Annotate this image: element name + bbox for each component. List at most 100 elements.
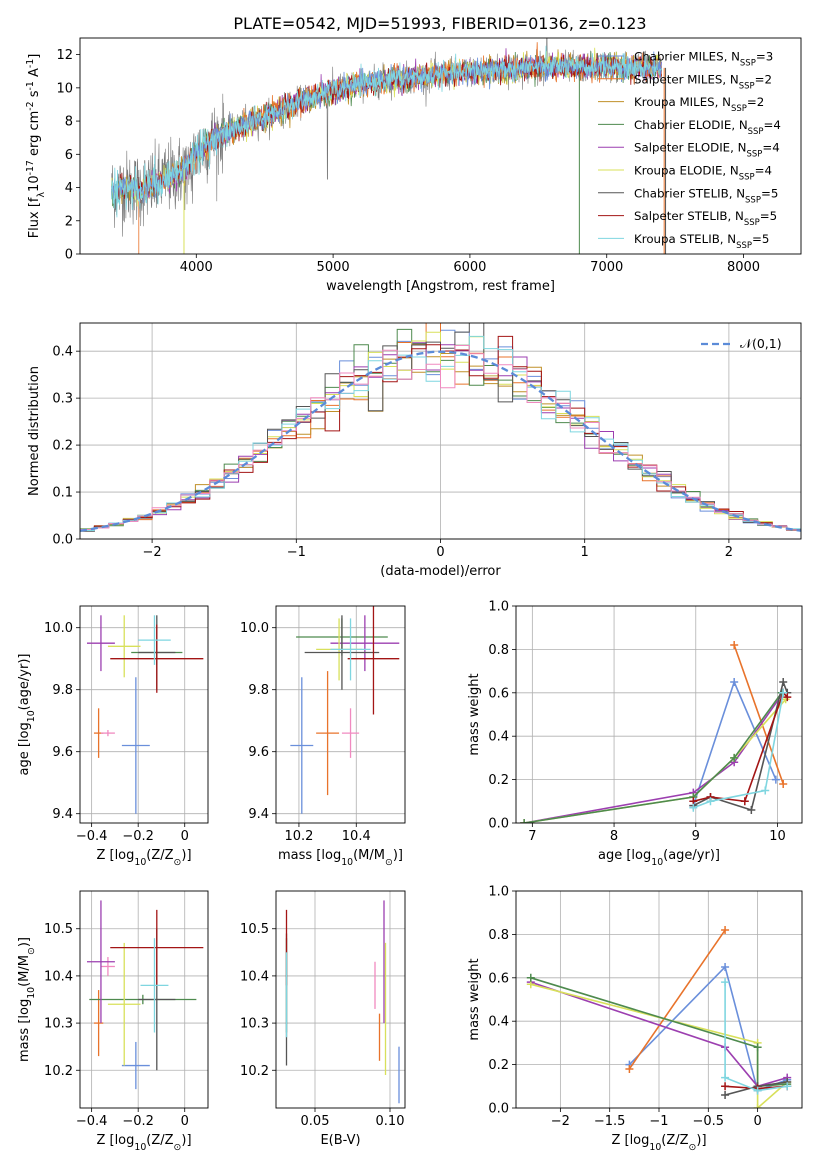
y-tick-label: 0.0 xyxy=(488,817,509,832)
weight-point-marker xyxy=(747,805,756,814)
weight-series-line xyxy=(530,977,788,1088)
spectrum-model-line xyxy=(111,45,662,218)
x-tick-label: −0.4 xyxy=(76,1114,108,1129)
legend-label: Salpeter ELODIE, NSSP=4 xyxy=(634,141,780,160)
y-tick-label: 0.2 xyxy=(488,773,509,788)
legend-label: Kroupa STELIB, NSSP=5 xyxy=(634,232,769,251)
axes-frame xyxy=(515,890,803,1109)
plot-area xyxy=(80,323,801,532)
weight-point-marker xyxy=(721,978,730,987)
weight-point-marker xyxy=(520,819,529,823)
weight-point-marker xyxy=(783,1082,792,1091)
weight-series-line xyxy=(693,692,784,809)
x-axis-label: (data-model)/error xyxy=(380,564,501,579)
weight-point-marker xyxy=(730,753,739,762)
x-tick-label: 8 xyxy=(610,829,618,844)
x-tick-label: 10.2 xyxy=(284,829,313,844)
legend-label: Salpeter MILES, NSSP=2 xyxy=(634,72,772,91)
y-tick-label: 8 xyxy=(65,115,73,130)
y-axis-label: mass weight xyxy=(467,673,482,755)
weight-point-marker xyxy=(761,786,770,795)
residual-histogram xyxy=(80,335,801,531)
x-axis-label: wavelength [Angstrom, rest frame] xyxy=(326,279,555,294)
weight-point-marker xyxy=(721,1090,730,1099)
weight-point-marker xyxy=(526,973,535,982)
x-tick-label: −0.5 xyxy=(693,1114,725,1129)
weight-point-marker xyxy=(753,1104,762,1108)
y-tick-label: 10.2 xyxy=(44,1064,73,1079)
x-tick-label: −1.5 xyxy=(594,1114,626,1129)
y-tick-label: 10.2 xyxy=(240,1064,269,1079)
weight-point-marker xyxy=(779,677,788,686)
weight-point-marker xyxy=(783,693,792,702)
legend-label: Kroupa MILES, NSSP=2 xyxy=(634,95,764,114)
x-tick-label: 0.05 xyxy=(301,1114,330,1129)
x-axis-label: Z [log10(Z/Z⊙)] xyxy=(611,1133,706,1153)
legend-label: Salpeter STELIB, NSSP=5 xyxy=(634,209,777,228)
y-tick-label: 0.0 xyxy=(52,533,73,548)
x-axis-label: Z [log10(Z/Z⊙)] xyxy=(96,848,191,868)
weight-series-line xyxy=(733,644,784,785)
weight-point-marker xyxy=(779,779,788,788)
weight-point-marker xyxy=(740,797,749,806)
spectrum-legend: Chabrier MILES, NSSP=3 Salpeter MILES, NS… xyxy=(598,50,781,251)
panel-age-vs-Z: −0.4 −0.2 0 9.4 9.6 9.8 10.0 Z [log10(Z/Z⊙)] age… xyxy=(17,605,209,868)
weight-series-line xyxy=(530,981,788,1088)
x-tick-label: 0 xyxy=(436,545,444,560)
x-axis-label: E(B-V) xyxy=(320,1133,360,1148)
y-tick-label: 0.3 xyxy=(52,392,73,407)
x-tick-label: 7000 xyxy=(590,260,623,275)
x-tick-label: 0 xyxy=(753,1114,761,1129)
x-tick-label: 8000 xyxy=(727,260,760,275)
y-tick-label: 0 xyxy=(65,248,73,263)
y-tick-label: 1.0 xyxy=(488,600,509,615)
axes-frame xyxy=(515,605,803,824)
legend-label: Chabrier ELODIE, NSSP=4 xyxy=(634,118,781,137)
y-tick-label: 0.8 xyxy=(488,928,509,943)
y-axis-label: Normed distribution xyxy=(27,366,42,496)
y-tick-label: 2 xyxy=(65,214,73,229)
x-tick-label: −2 xyxy=(143,545,162,560)
y-tick-label: 9.8 xyxy=(248,683,269,698)
panel-age-vs-mass: 10.2 10.4 9.4 9.6 9.8 10.0 mass [log10(M/M⊙)] xyxy=(240,605,406,868)
y-tick-label: 0.4 xyxy=(488,730,509,745)
weight-point-marker xyxy=(625,1064,634,1073)
y-tick-label: 9.8 xyxy=(52,683,73,698)
weight-point-marker xyxy=(689,803,698,812)
x-tick-label: −2 xyxy=(551,1114,570,1129)
y-tick-label: 9.4 xyxy=(248,807,269,822)
gaussian-curve xyxy=(80,350,801,532)
panel-mass-vs-ebv: 0.05 0.10 10.2 10.3 10.4 10.5 E(B-V) xyxy=(240,890,406,1148)
panel-spectrum: 4000 5000 6000 7000 8000 0 2 4 6 8 10 12 wavelength … xyxy=(25,37,802,294)
y-tick-label: 0.0 xyxy=(488,1102,509,1117)
y-tick-label: 0.2 xyxy=(52,439,73,454)
x-tick-label: 10 xyxy=(769,829,786,844)
x-tick-label: 5000 xyxy=(317,260,350,275)
weight-point-marker xyxy=(779,688,788,697)
x-axis-label: age [log10(age/yr)] xyxy=(598,848,720,868)
panel-mass-vs-Z: −0.4 −0.2 0 10.2 10.3 10.4 10.5 Z [log10(Z/Z⊙)]… xyxy=(17,890,209,1153)
x-tick-label: 4000 xyxy=(180,260,213,275)
y-tick-label: 10.4 xyxy=(44,969,73,984)
y-tick-label: 0.2 xyxy=(488,1058,509,1073)
plot-area xyxy=(285,900,400,1104)
y-tick-label: 10.5 xyxy=(240,922,269,937)
x-tick-label: 1 xyxy=(581,545,589,560)
x-tick-label: −1 xyxy=(287,545,306,560)
y-tick-label: 12 xyxy=(56,48,73,63)
weight-point-marker xyxy=(721,926,730,935)
y-tick-label: 0.4 xyxy=(52,345,73,360)
weight-point-marker xyxy=(771,775,780,784)
plot-area xyxy=(86,900,204,1090)
x-tick-label: −0.2 xyxy=(122,1114,154,1129)
weight-series-line xyxy=(724,982,788,1092)
y-tick-label: 0.6 xyxy=(488,971,509,986)
axes-frame xyxy=(79,890,209,1109)
y-tick-label: 1.0 xyxy=(488,885,509,900)
y-tick-label: 10 xyxy=(56,81,73,96)
x-tick-label: 0.10 xyxy=(376,1114,405,1129)
y-tick-label: 9.6 xyxy=(248,745,269,760)
axes-frame xyxy=(275,890,406,1109)
panels: 4000 5000 6000 7000 8000024681012wavelength … xyxy=(17,37,803,1153)
plot-area xyxy=(86,615,204,814)
